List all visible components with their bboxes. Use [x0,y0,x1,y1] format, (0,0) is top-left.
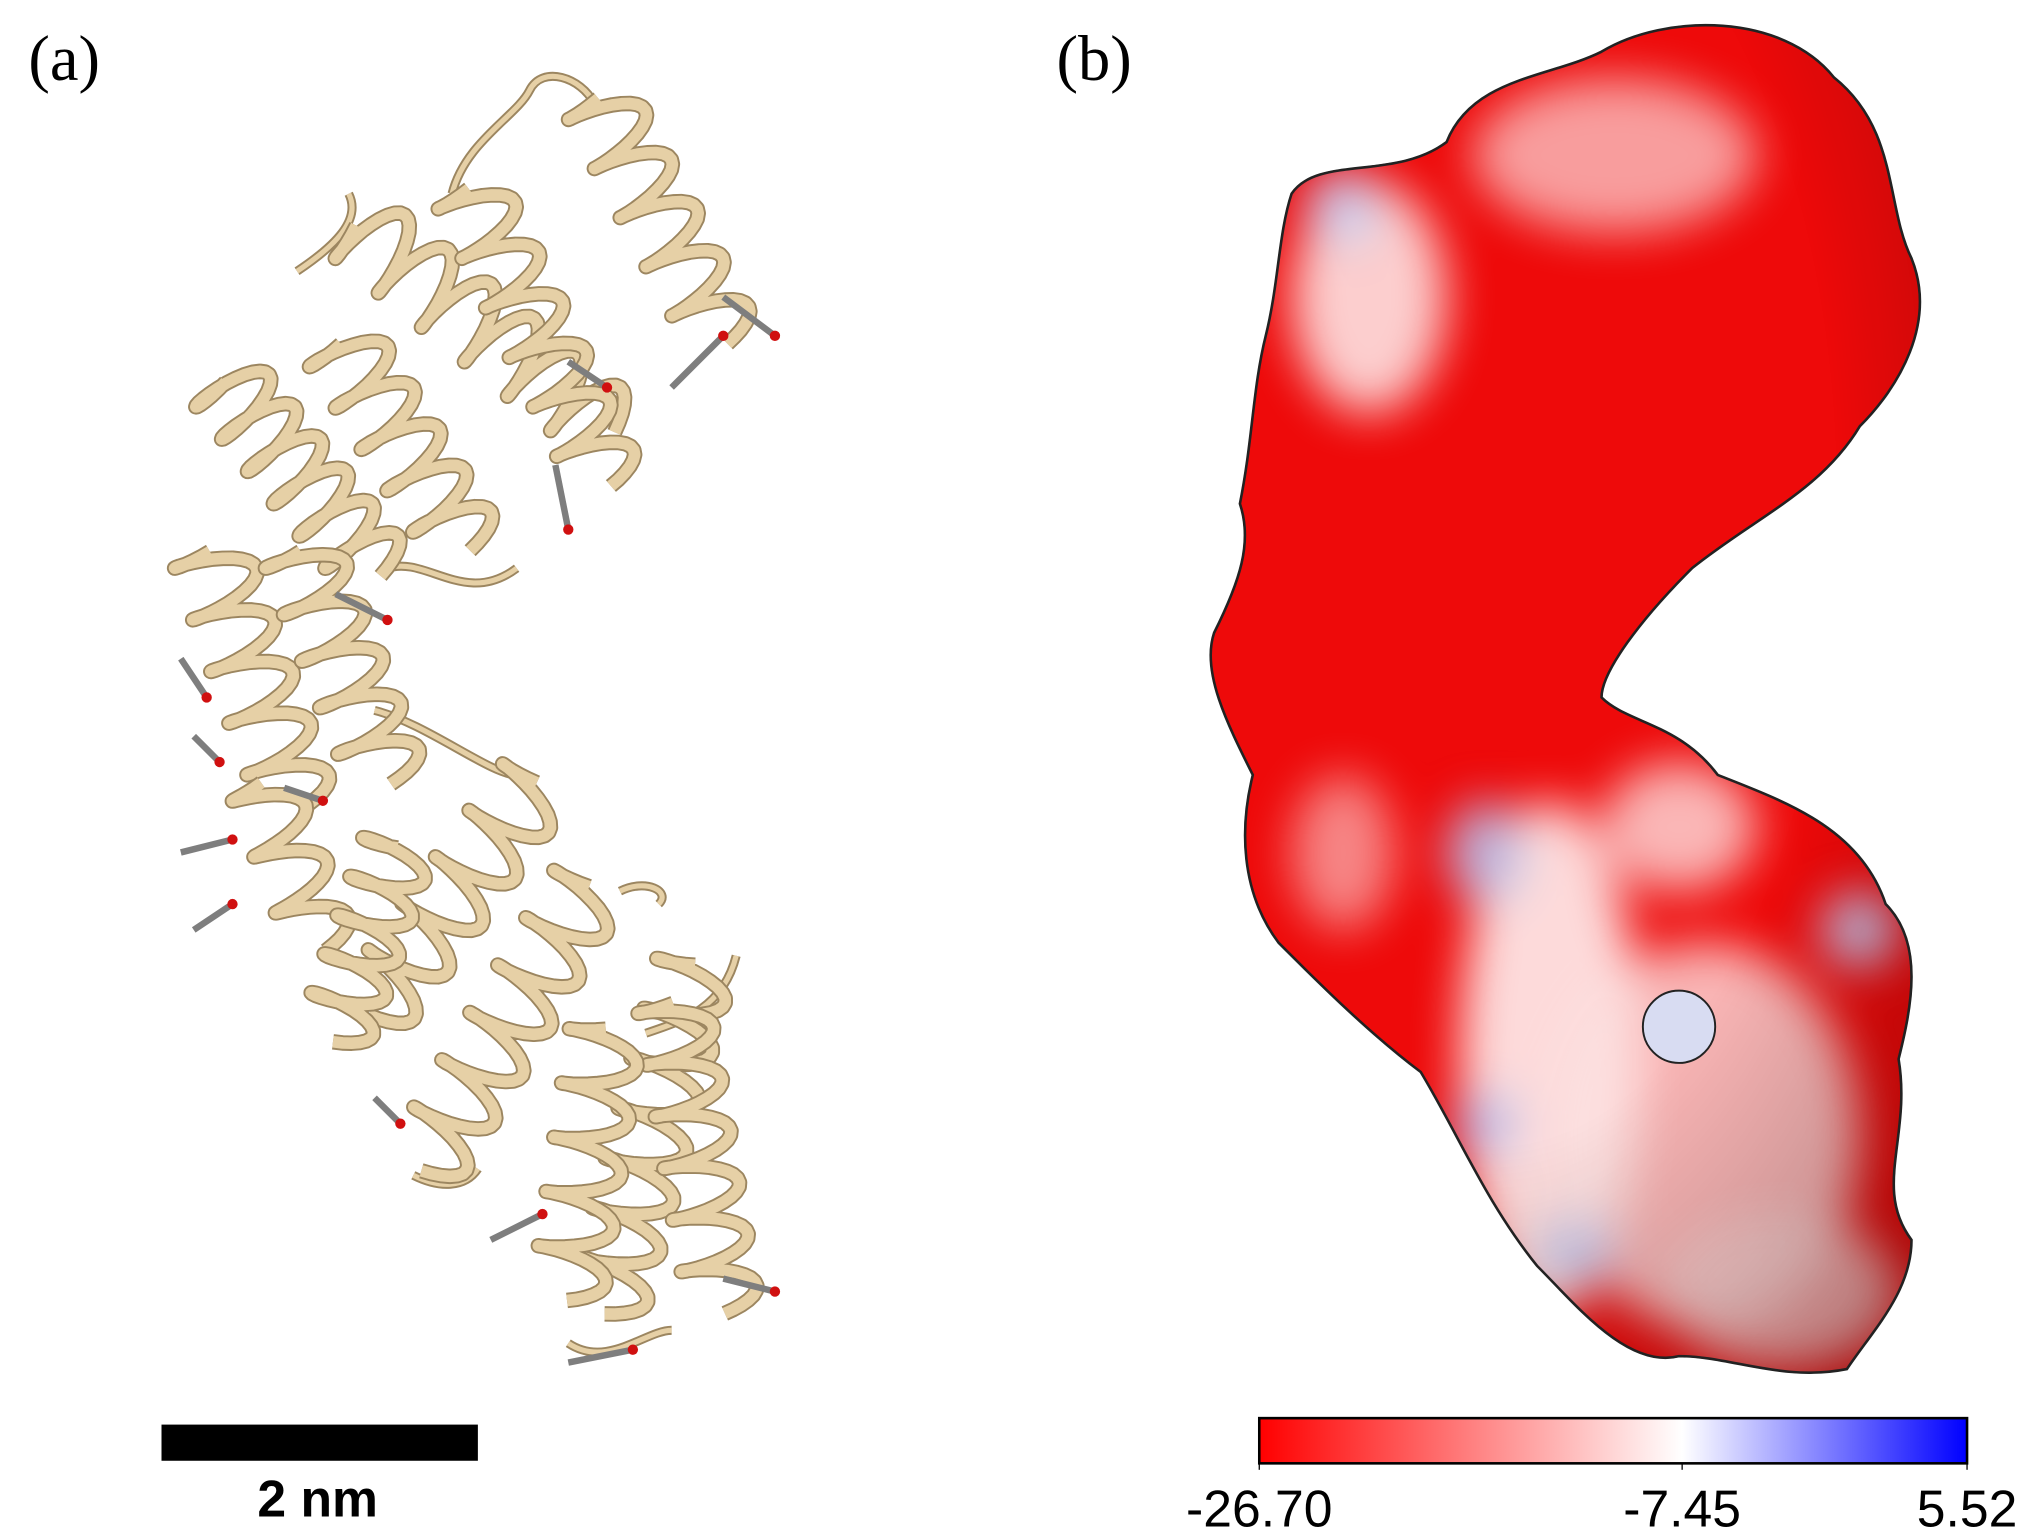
ribbon-structure [166,71,781,1366]
panel-label: (a) [28,22,100,94]
panel-label: (b) [1056,22,1131,94]
colorbar-ticks: -26.70 -7.45 5.52 [1186,1463,2017,1534]
colorbar-tick-label: 5.52 [1917,1480,2018,1534]
scale-bar-label: 2 nm [257,1469,378,1527]
scale-bar [161,1424,478,1461]
surface-structure [1209,23,1922,1374]
colorbar [1257,1416,1969,1465]
colorbar-tick-label: -26.70 [1186,1480,1332,1534]
colorbar-tick-label: -7.45 [1623,1480,1741,1534]
